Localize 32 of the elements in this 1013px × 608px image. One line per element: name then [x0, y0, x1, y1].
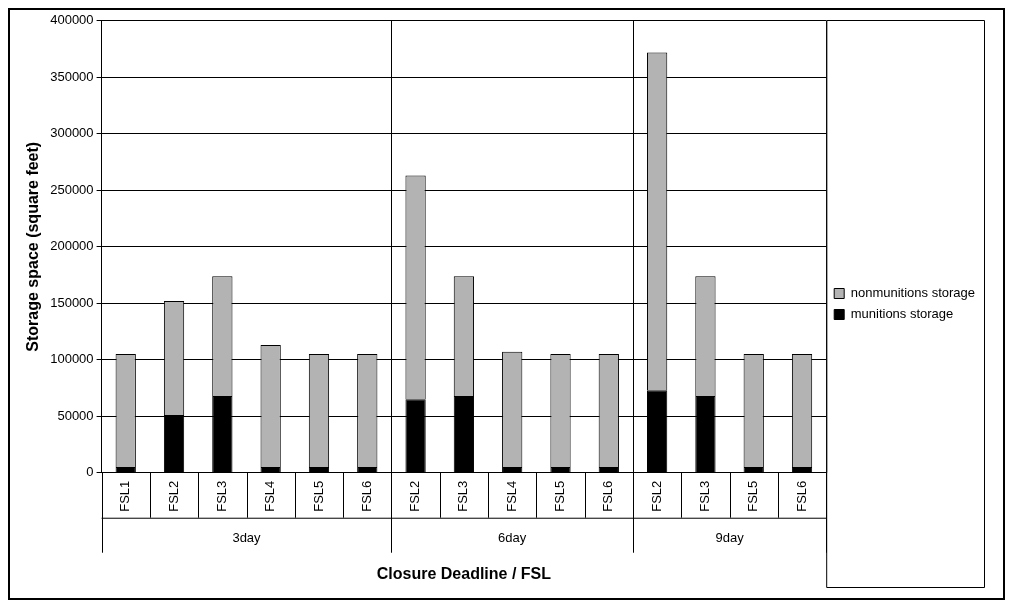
text: 6day	[498, 530, 527, 546]
x-tick-label: FSL6	[793, 480, 809, 512]
y-tick-label: 100000	[50, 351, 94, 367]
y-tick-label: 0	[86, 464, 94, 480]
x-tick-label: FSL2	[648, 480, 664, 512]
y-tick-label: 200000	[50, 238, 94, 254]
x-tick-label: FSL2	[407, 480, 423, 512]
x-tick-label: FSL5	[552, 480, 568, 512]
y-tick-label: 250000	[50, 181, 94, 197]
legend-label: nonmunitions storage	[850, 285, 976, 301]
y-tick-label: 150000	[50, 294, 94, 310]
x-axis-title: Closure Deadline / FSL	[376, 564, 552, 582]
x-tick-label: FSL4	[503, 480, 519, 512]
x-tick-label: FSL3	[455, 480, 471, 512]
text: 9day	[715, 530, 745, 546]
y-axis-title: Storage space (square feet)	[24, 141, 42, 352]
x-tick-label: FSL1	[117, 480, 133, 512]
y-tick-label: 50000	[57, 407, 94, 423]
y-tick-label: 350000	[50, 68, 94, 84]
bar	[550, 467, 571, 473]
x-tick-label: FSL6	[600, 480, 616, 512]
y-tick-label: 400000	[50, 12, 94, 28]
text: 3day	[232, 530, 262, 546]
x-tick-label: FSL4	[262, 480, 278, 512]
x-tick-label: FSL5	[310, 480, 326, 512]
x-tick-label: FSL5	[745, 480, 761, 512]
legend-label: munitions storage	[850, 306, 954, 322]
x-tick-label: FSL3	[697, 480, 713, 512]
y-tick-label: 300000	[50, 125, 94, 141]
x-tick-label: FSL6	[358, 480, 374, 512]
x-tick-label: FSL3	[213, 480, 229, 512]
x-tick-label: FSL2	[165, 480, 181, 512]
